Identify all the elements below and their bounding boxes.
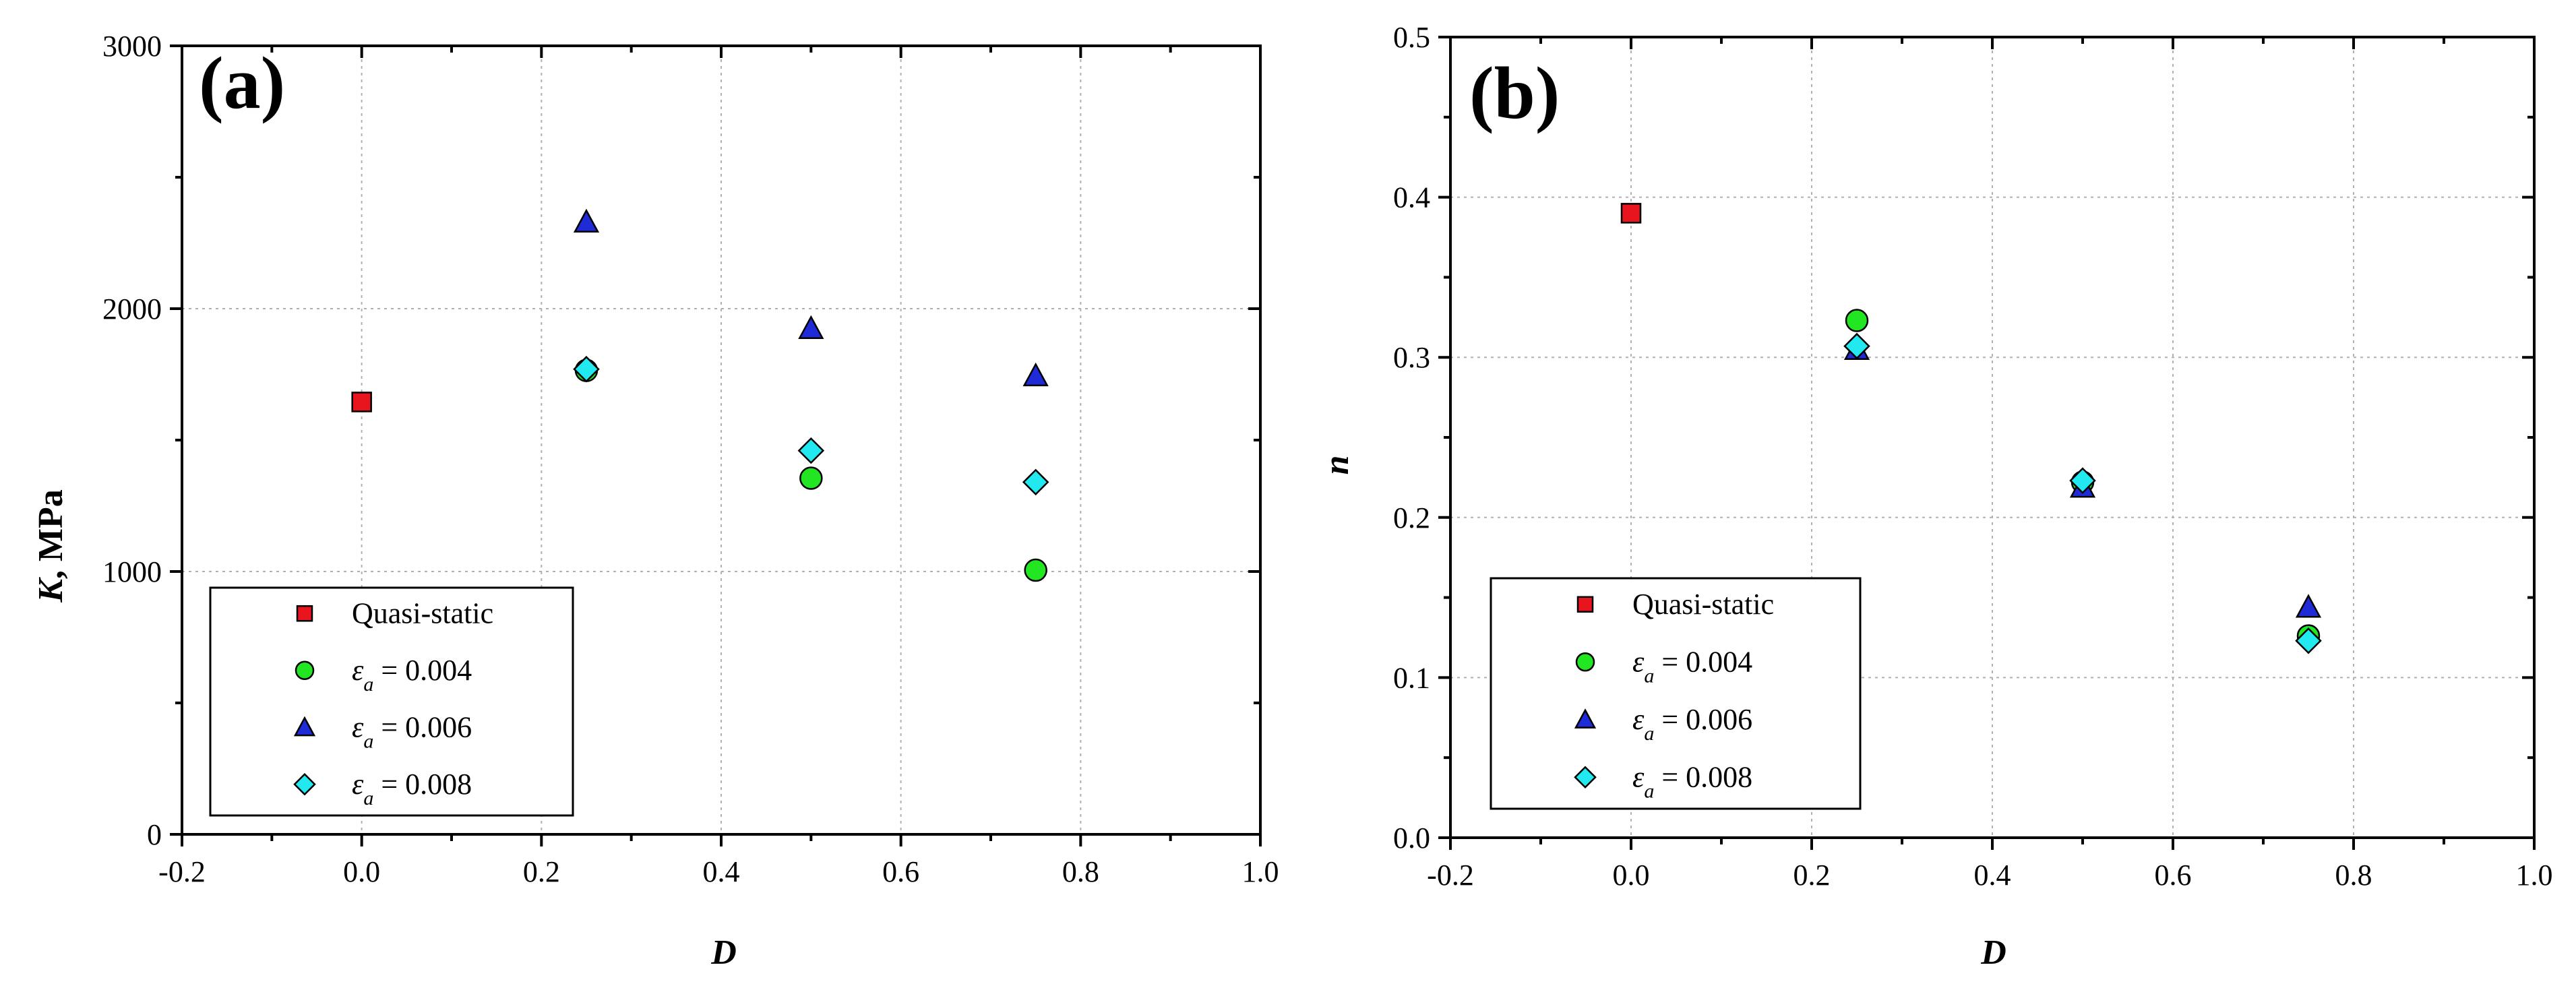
legend-label-e006: εa = 0.006	[1632, 703, 1752, 745]
x-axis-title-a: D	[710, 933, 737, 972]
legend-marker-e006	[293, 716, 316, 737]
data-point-e008	[797, 437, 825, 464]
y-tick-label: 0	[147, 818, 162, 851]
x-tick-label: 0.4	[703, 855, 740, 888]
data-point-e008	[2295, 627, 2322, 654]
data-point-quasi	[351, 392, 372, 412]
legend-label-e008: εa = 0.008	[352, 768, 472, 809]
legend-label-e004: εa = 0.004	[1632, 645, 1752, 687]
legend-marker-e008	[293, 772, 316, 796]
data-point-e006	[798, 315, 824, 339]
data-point-e004	[1024, 558, 1047, 582]
data-point-e004	[1845, 309, 1869, 332]
legend-marker-e004	[1575, 652, 1595, 672]
legend-label-e008: εa = 0.008	[1632, 760, 1752, 802]
chart-panel-a: K, MPa D -0.2 0.0 0.2 0.4 0.6 0.8 1.0 0 1000 2000…	[32, 30, 1279, 972]
legend-box	[1490, 577, 1862, 810]
x-tick-label: 0.0	[1613, 859, 1650, 892]
legend-marker-e006	[1574, 708, 1597, 729]
panel-label: (b)	[1469, 52, 1560, 134]
data-point-e008	[573, 355, 600, 383]
x-tick-label: 0.8	[2335, 859, 2372, 892]
x-tick-label: 1.0	[1242, 855, 1279, 888]
x-tick-label: -0.2	[158, 855, 206, 888]
y-tick-label: 0.4	[1393, 181, 1430, 214]
y-tick-label: 0.2	[1393, 501, 1430, 534]
y-tick-label: 0.1	[1393, 661, 1430, 694]
legend-marker-e008	[1574, 766, 1597, 789]
y-axis-title-a: K, MPa	[32, 489, 70, 603]
x-tick-label: -0.2	[1427, 859, 1474, 892]
y-tick-label: 3000	[102, 30, 162, 63]
legend-marker-e004	[295, 660, 315, 680]
data-point-e006	[573, 208, 600, 233]
panel-label: (a)	[199, 42, 285, 124]
x-tick-label: 0.2	[523, 855, 560, 888]
legend: Quasi-static εa = 0.004 εa = 0.006 εa = 0.0…	[209, 586, 574, 817]
y-tick-label: 0.0	[1393, 822, 1430, 855]
x-tick-label: 0.6	[2155, 859, 2192, 892]
y-tick-label: 0.3	[1393, 341, 1430, 374]
data-point-quasi	[1620, 203, 1642, 224]
legend-marker-quasi	[296, 605, 313, 622]
legend: Quasi-static εa = 0.004 εa = 0.006 εa = 0.0…	[1490, 577, 1862, 810]
data-point-e006	[2295, 594, 2322, 618]
data-point-e008	[1843, 332, 1870, 360]
x-tick-label: 0.6	[882, 855, 919, 888]
legend-marker-quasi	[1576, 596, 1594, 613]
x-tick-label: 0.0	[343, 855, 380, 888]
y-tick-label: 2000	[102, 292, 162, 326]
y-axis-title-b: n	[1318, 456, 1356, 475]
x-axis-title-b: D	[1980, 933, 2006, 972]
x-tick-label: 1.0	[2516, 859, 2553, 892]
y-tick-label: 0.5	[1393, 21, 1430, 54]
x-tick-label: 0.4	[1974, 859, 2011, 892]
legend-label-quasi: Quasi-static	[1632, 588, 1774, 621]
data-point-e008	[1022, 468, 1049, 496]
x-tick-label: 0.8	[1062, 855, 1099, 888]
legend-box	[209, 586, 574, 817]
legend-label-e006: εa = 0.006	[352, 710, 472, 752]
y-tick-label: 1000	[102, 555, 162, 588]
data-point-e008	[2069, 467, 2096, 494]
legend-label-e004: εa = 0.004	[352, 654, 472, 696]
data-point-e006	[1022, 362, 1049, 387]
x-tick-label: 0.2	[1793, 859, 1831, 892]
chart-panel-b: n D -0.2 0.0 0.2 0.4 0.6 0.8 1.0 0.0 0.1 0.2 0.3 0.…	[1318, 21, 2553, 972]
data-point-e004	[799, 466, 823, 490]
legend-label-quasi: Quasi-static	[352, 596, 493, 629]
